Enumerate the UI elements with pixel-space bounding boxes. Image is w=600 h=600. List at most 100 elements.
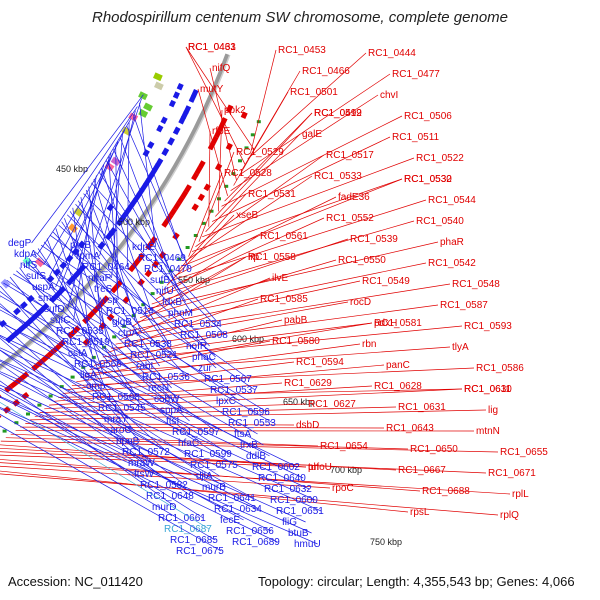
- reverse-gene-leader: [105, 160, 186, 303]
- reverse-gene-leader: [0, 337, 158, 475]
- reverse-gene-leader: [0, 371, 322, 512]
- accession-text: Accession: NC_011420: [8, 574, 143, 589]
- reverse-gene-label: sppA: [160, 405, 183, 416]
- reverse-gene-label: ftsW: [134, 469, 155, 480]
- forward-gene-label: mutY: [200, 84, 224, 95]
- reverse-gene-label: RC1_0632: [264, 484, 312, 495]
- reverse-gene-label: kdpA: [14, 249, 37, 260]
- forward-gene-label: RC1_0529: [236, 147, 284, 158]
- reverse-gene-label: lpxC: [216, 396, 236, 407]
- forward-gene-leader: [202, 157, 415, 238]
- forward-gene-label: RC1_0552: [326, 213, 374, 224]
- forward-gene-leader: [62, 364, 385, 394]
- reverse-gene-leader: [0, 380, 176, 508]
- forward-gene-leader: [221, 115, 403, 207]
- reverse-cds-mark: [0, 319, 7, 328]
- tick-mark: [2, 429, 7, 433]
- forward-gene-label: lig: [488, 405, 498, 416]
- reverse-gene-label: RC1_0572: [122, 447, 170, 458]
- forward-gene-leader: [25, 423, 295, 426]
- reverse-cds-mark: [172, 91, 180, 99]
- forward-cds-mark: [82, 315, 91, 324]
- forward-cds-mark: [110, 284, 119, 294]
- forward-gene-label: ppk2: [224, 105, 246, 116]
- reverse-gene-label: RC1_0469: [138, 253, 186, 264]
- reverse-gene-leader: [37, 248, 138, 398]
- forward-gene-leader: [85, 346, 451, 374]
- forward-gene-leader: [241, 70, 301, 170]
- tick-mark: [209, 209, 214, 213]
- forward-gene-label: RC1_0511: [392, 132, 440, 143]
- reverse-gene-leader: [88, 186, 102, 332]
- forward-gene-label: ilvE: [272, 273, 288, 284]
- scale-label: 650 kbp: [283, 397, 315, 407]
- tick-mark: [26, 412, 30, 416]
- forward-gene-leader: [211, 136, 391, 222]
- reverse-gene-leader: [83, 193, 226, 336]
- forward-gene-leader: [0, 454, 307, 468]
- reverse-gene-label: RC1_0582: [140, 480, 188, 491]
- reverse-gene-label: RC1_0553: [228, 418, 276, 429]
- forward-gene-leader: [215, 112, 313, 217]
- reverse-gene-label: smc: [38, 293, 56, 304]
- tick-mark: [193, 234, 198, 237]
- reverse-gene-leader: [0, 295, 264, 446]
- reverse-gene-label: rpmA: [76, 251, 100, 262]
- forward-gene-leader: [135, 262, 427, 323]
- forward-gene-leader: [123, 283, 451, 336]
- reverse-gene-leader: [43, 118, 132, 266]
- forward-gene-leader: [233, 91, 289, 186]
- reverse-cds-mark: [59, 261, 68, 270]
- reverse-gene-label: zur: [198, 363, 213, 374]
- reverse-gene-label: cobW: [154, 394, 180, 405]
- reverse-gene-leader: [0, 363, 192, 497]
- reverse-gene-leader: [55, 228, 104, 376]
- gc-feature-mark: [34, 257, 45, 268]
- gc-feature-mark: [0, 278, 11, 289]
- reverse-gene-label: RC1_0534: [174, 319, 222, 330]
- reverse-gene-label: phnM: [168, 308, 193, 319]
- forward-gene-label: lrp: [248, 252, 260, 263]
- forward-gene-label: nifQ: [212, 63, 231, 74]
- forward-gene-label: RC1_0593: [464, 321, 512, 332]
- forward-gene-label: RC1_0528: [224, 168, 272, 179]
- forward-gene-label: RC1_0539: [350, 234, 398, 245]
- reverse-gene-label: RC1_0535: [56, 326, 104, 337]
- reverse-gene-labels: degPproBkdpEkdpArpmARC1_0469nifSRC1_0464…: [0, 94, 324, 557]
- forward-cds-mark: [194, 166, 203, 175]
- tick-mark: [150, 292, 155, 296]
- tick-mark: [159, 280, 164, 284]
- reverse-gene-leader: [0, 413, 216, 541]
- forward-cds-mark: [214, 163, 223, 171]
- reverse-gene-leader: [67, 164, 105, 310]
- reverse-gene-label: glgB: [112, 317, 132, 328]
- scale-label: 500 kbp: [118, 217, 150, 227]
- forward-gene-leader: [208, 130, 211, 227]
- reverse-gene-label: hmuU: [294, 539, 321, 550]
- reverse-gene-leader: [58, 224, 217, 369]
- reverse-gene-label: treS: [94, 284, 113, 295]
- forward-gene-label: RC1_0627: [308, 399, 356, 410]
- forward-gene-leader: [76, 343, 361, 383]
- forward-cds-mark: [191, 203, 199, 212]
- reverse-gene-leader: [22, 264, 268, 413]
- forward-gene-leader: [0, 465, 331, 489]
- forward-gene-label: phoU: [308, 462, 332, 473]
- reverse-gene-label: RC1_0470: [144, 264, 192, 275]
- reverse-gene-label: RC1_0651: [276, 506, 324, 517]
- forward-cds-mark: [191, 172, 199, 181]
- reverse-cds-mark: [65, 254, 74, 263]
- reverse-gene-label: bpnB: [116, 436, 140, 447]
- forward-gene-label: RC1_0477: [392, 69, 440, 80]
- reverse-cds-mark: [77, 240, 86, 249]
- forward-gene-label: RC1_0506: [404, 111, 452, 122]
- reverse-gene-label: btuB: [288, 528, 309, 539]
- reverse-gene-label: RC1_0521: [130, 350, 178, 361]
- reverse-gene-label: RC1_0568: [92, 392, 140, 403]
- reverse-gene-label: RC1_0687: [164, 524, 212, 535]
- forward-cds-mark: [136, 252, 146, 262]
- forward-cds-mark: [67, 330, 76, 339]
- reverse-cds-mark: [147, 141, 155, 149]
- forward-gene-leader: [250, 49, 277, 154]
- reverse-cds-mark: [104, 231, 114, 241]
